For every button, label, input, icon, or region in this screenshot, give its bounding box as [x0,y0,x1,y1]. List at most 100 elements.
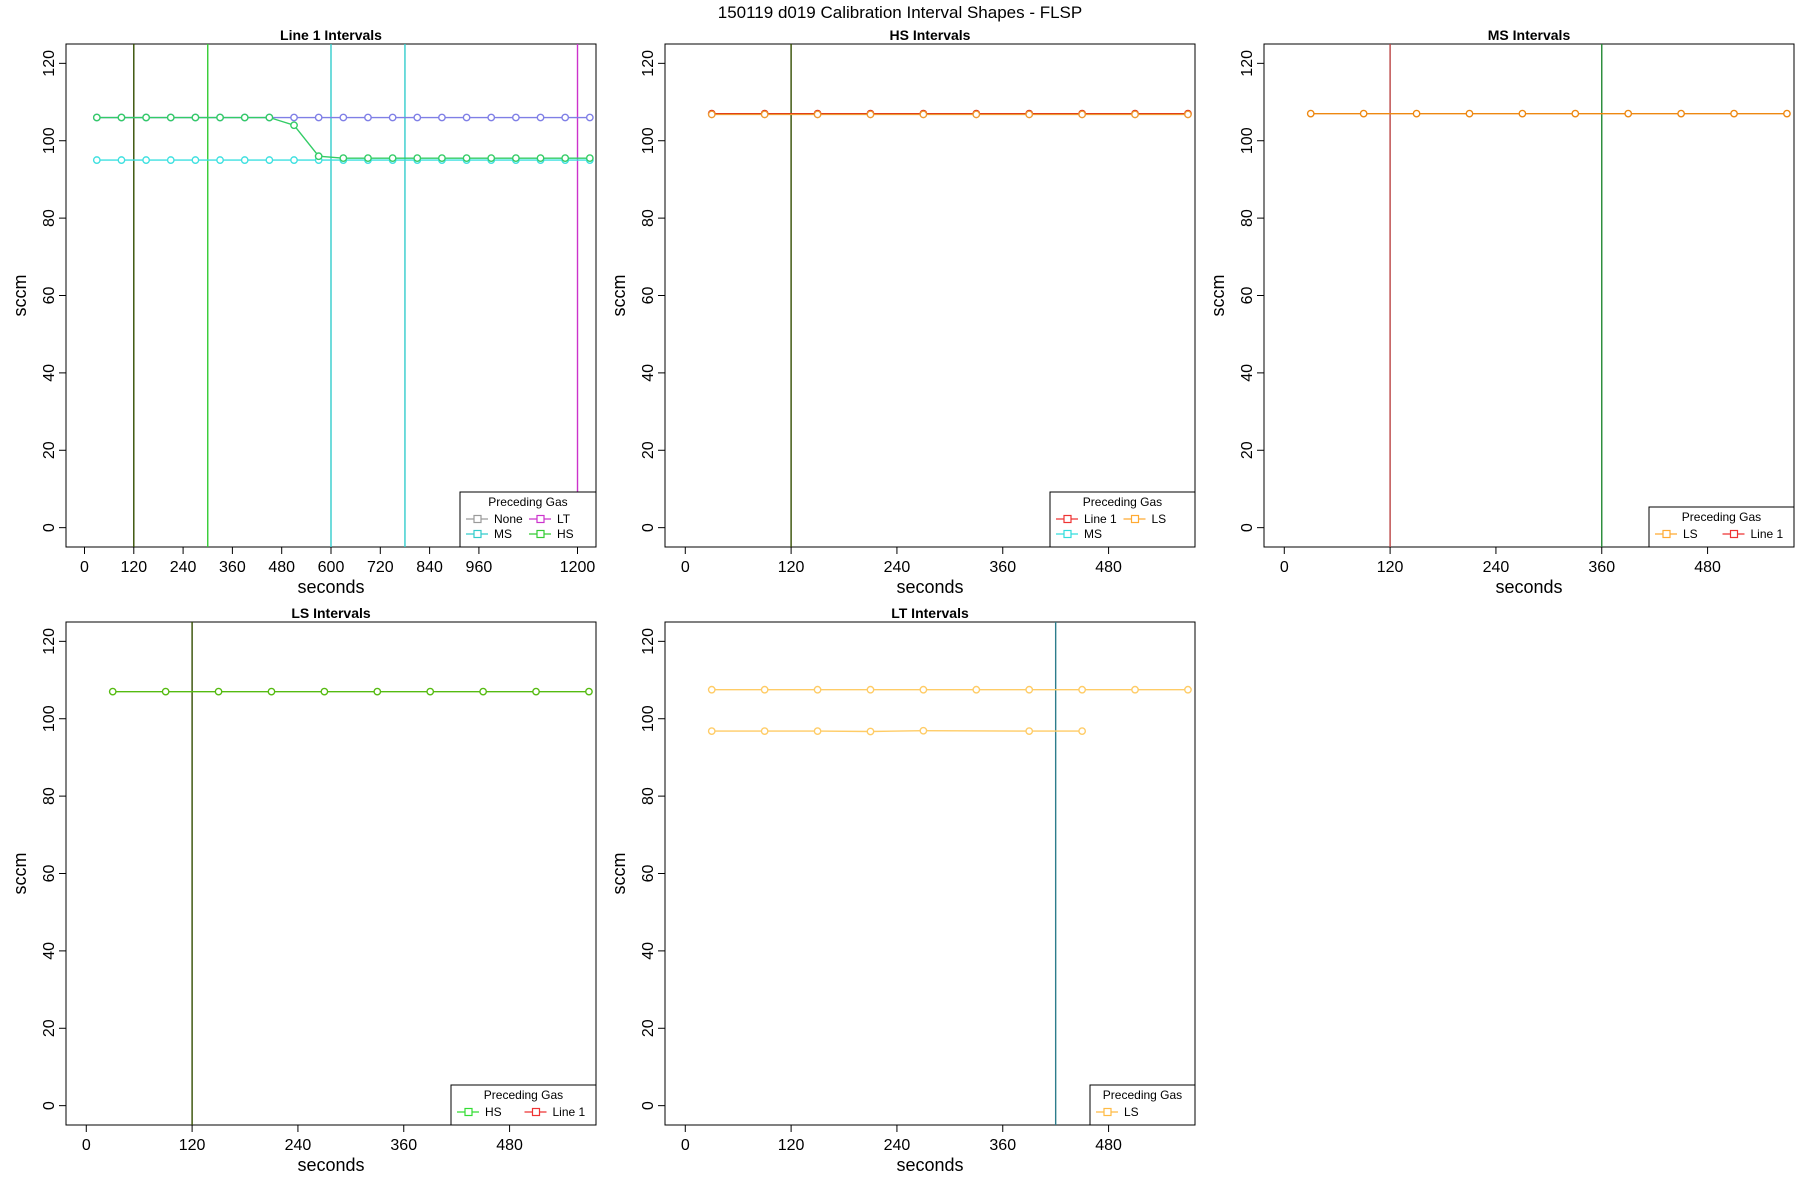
data-point [388,154,397,163]
panel-5: LT Intervals 0 120 240 360 480 0 20 40 60 80 100 120… [609,605,1196,1175]
data-point [1359,109,1368,118]
data-point [267,687,276,696]
y-tick-label: 100 [640,705,657,732]
legend: Preceding Gas HS Line 1 [450,1084,597,1126]
legend-box [1648,506,1795,548]
x-tick-label: 240 [884,559,911,576]
data-point [866,685,875,694]
legend-title: Preceding Gas [1103,1088,1182,1102]
plot-area [108,622,593,1125]
x-tick-label: 480 [1095,559,1122,576]
panel-2: HS Intervals 0 120 240 360 480 0 20 40 60 80 100 120… [609,27,1196,597]
data-point [117,156,126,164]
y-tick-label: 120 [640,50,657,77]
data-point [536,113,545,122]
plot-area [707,622,1192,1125]
legend-label: HS [485,1105,502,1119]
y-axis-label: sccm [609,853,629,895]
x-tick-label: 240 [1483,559,1510,576]
y-tick-label: 0 [640,1101,657,1110]
x-tick-label: 0 [80,559,89,576]
y-tick-label: 0 [1239,523,1256,532]
panel-title: MS Intervals [1488,27,1571,43]
data-point [487,113,496,122]
data-point [760,727,769,736]
data-point [1306,109,1315,118]
data-point [1078,110,1087,119]
x-tick-label: 0 [681,559,690,576]
data-point [1677,109,1686,118]
y-tick-label: 60 [640,287,657,305]
legend-label: LT [557,512,571,526]
y-tick-label: 40 [640,364,657,382]
data-point [290,156,298,164]
data-point [117,113,126,122]
data-point [760,685,769,694]
data-point [438,154,446,163]
data-point [1131,685,1139,694]
data-point [438,113,446,122]
legend: Preceding Gas None LT MS HS [459,491,597,548]
data-point [487,154,496,163]
y-tick-label: 120 [1239,50,1256,77]
data-point [1518,109,1527,118]
data-point [290,121,298,130]
x-tick-label: 0 [1280,559,1289,576]
plot-area [92,44,594,547]
y-tick-label: 80 [640,787,657,805]
data-point [511,113,520,122]
y-tick-label: 20 [41,1019,58,1037]
x-tick-label: 480 [268,559,295,576]
legend: Preceding Gas Line 1 LS MS [1049,491,1196,548]
y-axis-label: sccm [10,275,30,317]
x-tick-label: 960 [466,559,493,576]
legend-label: MS [494,527,512,541]
legend-key-marker [1063,529,1072,539]
data-point [511,154,520,163]
y-tick-label: 80 [640,209,657,227]
data-point [561,113,570,122]
data-point [413,154,422,163]
legend-label: LS [1152,512,1167,526]
data-point [972,110,981,119]
legend-title: Preceding Gas [1682,510,1761,524]
legend-box [1089,1084,1196,1126]
data-point [919,685,928,694]
legend-label: LS [1124,1105,1139,1119]
legend-label: Line 1 [1751,527,1784,541]
y-tick-label: 20 [640,1019,657,1037]
legend-label: HS [557,527,574,541]
y-tick-label: 60 [1239,287,1256,305]
legend-label: Line 1 [553,1105,586,1119]
plot-frame [664,43,1196,548]
legend-key-marker [473,514,482,524]
y-tick-label: 40 [41,942,58,960]
y-tick-label: 80 [41,787,58,805]
y-tick-label: 120 [41,50,58,77]
x-axis-label: seconds [1495,577,1562,597]
data-point [240,156,249,164]
x-tick-label: 0 [82,1137,91,1154]
data-point [585,154,594,163]
legend-box [450,1084,597,1126]
data-point [92,156,101,164]
panel-4: LS Intervals 0 120 240 360 480 0 20 40 60 80 100 120… [10,605,597,1175]
data-point [707,727,716,736]
data-point [1078,727,1087,736]
data-point [314,152,323,161]
data-point [462,154,471,163]
legend-key-marker [1063,514,1072,524]
y-tick-label: 60 [41,287,58,305]
legend-key-marker [1103,1107,1112,1117]
legend: Preceding Gas LS Line 1 [1648,506,1795,548]
panel-title: LS Intervals [291,605,371,621]
y-tick-label: 0 [41,523,58,532]
x-tick-label: 120 [1377,559,1404,576]
x-axis-label: seconds [896,1155,963,1175]
data-point [919,110,928,119]
legend-title: Preceding Gas [488,495,567,509]
y-tick-label: 100 [41,127,58,154]
data-point [339,113,348,122]
